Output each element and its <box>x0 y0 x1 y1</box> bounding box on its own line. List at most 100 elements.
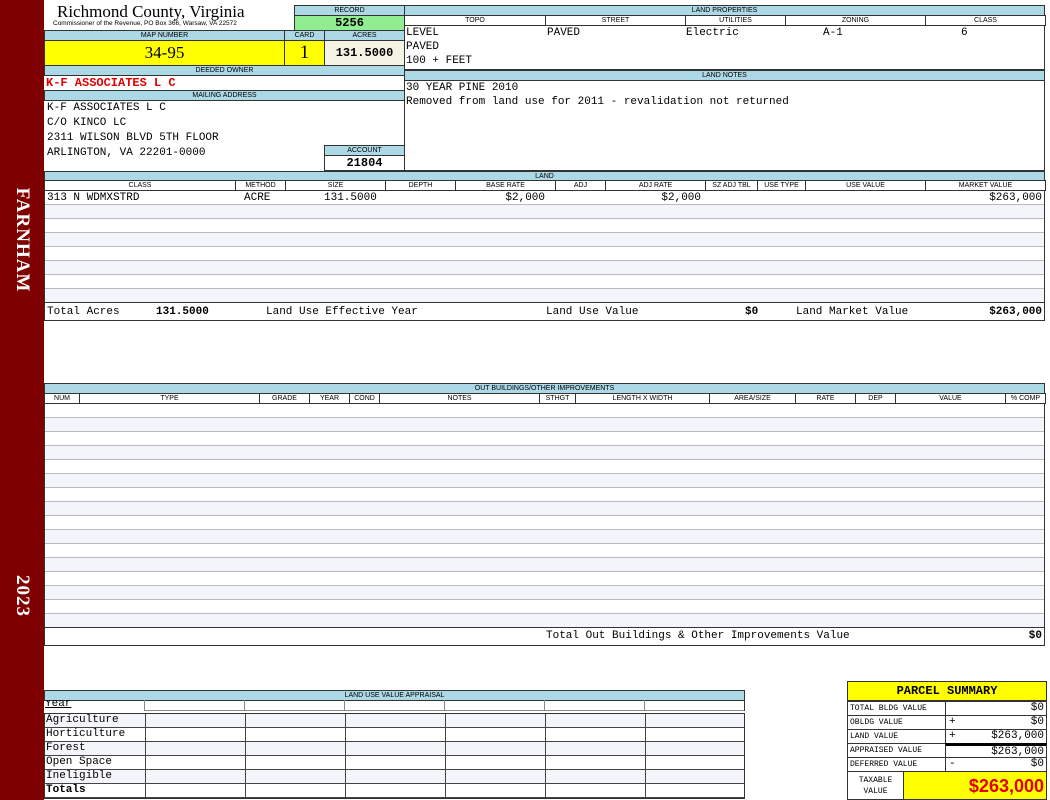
acres-value: 131.5000 <box>324 40 405 66</box>
land-use-cell <box>345 770 445 783</box>
topo-value: PAVED <box>406 41 440 53</box>
record-number: 5256 <box>294 15 405 31</box>
land-use-cell <box>245 714 345 727</box>
land-use-cell <box>545 784 645 797</box>
land-use-category: Horticulture <box>46 728 126 740</box>
summary-value-cell: + $0 <box>945 715 1047 730</box>
land-properties-column-header: UTILITIES <box>685 15 786 26</box>
land-use-cell <box>145 770 245 783</box>
land-use-cell <box>245 784 345 797</box>
land-use-value: $0 <box>745 306 759 318</box>
land-use-cell <box>545 756 645 769</box>
land-use-cell <box>345 742 445 755</box>
mailing-address-label: MAILING ADDRESS <box>44 90 405 101</box>
table-row <box>45 572 1044 586</box>
summary-label: LAND VALUE <box>847 729 946 744</box>
land-properties-values: LEVEL PAVED 100 + FEET PAVED Electric A-… <box>404 25 1045 70</box>
land-properties-column-header: TOPO <box>404 15 546 26</box>
outbuildings-table <box>44 403 1045 628</box>
land-use-cell <box>145 784 245 797</box>
land-market-value-label: Land Market Value <box>796 306 909 318</box>
outbuildings-total: Total Out Buildings & Other Improvements… <box>44 627 1045 646</box>
table-row <box>45 502 1044 516</box>
land-use-cell <box>645 742 744 755</box>
land-use-cell <box>245 742 345 755</box>
land-use-cell <box>645 756 744 769</box>
deeded-owner: K-F ASSOCIATES L C <box>46 76 176 90</box>
summary-value: $0 <box>1030 758 1044 770</box>
land-use-category: Forest <box>46 742 86 754</box>
year-cell <box>544 700 644 711</box>
land-use-cell <box>545 714 645 727</box>
land-column-header: CLASS <box>44 180 236 191</box>
zoning-value: A-1 <box>823 27 843 39</box>
table-row <box>45 432 1044 446</box>
year-cell <box>144 700 244 711</box>
outbuilding-column-header: YEAR <box>309 393 350 404</box>
outbuilding-column-header: GRADE <box>259 393 310 404</box>
summary-value-cell: $263,000 <box>945 743 1047 758</box>
land-size: 131.5000 <box>324 192 377 204</box>
land-properties-column-header: ZONING <box>785 15 926 26</box>
year-cell <box>644 700 744 711</box>
land-use-row: Ineligible <box>45 770 744 784</box>
land-use-cell <box>345 784 445 797</box>
outbuilding-column-header: % COMP <box>1005 393 1046 404</box>
land-use-row: Horticulture <box>45 728 744 742</box>
office-address: Commissioner of the Revenue, PO Box 366,… <box>53 20 237 27</box>
land-note-line: Removed from land use for 2011 - revalid… <box>406 96 789 108</box>
land-use-category: Agriculture <box>46 714 119 726</box>
land-properties-column-header: CLASS <box>925 15 1046 26</box>
land-column-header: SZ ADJ TBL <box>705 180 758 191</box>
land-use-cell <box>445 770 545 783</box>
table-row <box>45 247 1044 261</box>
summary-value-cell: $0 <box>945 701 1047 716</box>
land-use-cell <box>545 770 645 783</box>
summary-label: TOTAL BLDG VALUE <box>847 701 946 716</box>
mailing-line: K-F ASSOCIATES L C <box>47 102 166 114</box>
land-column-header: DEPTH <box>385 180 456 191</box>
land-column-header: MARKET VALUE <box>925 180 1046 191</box>
outbuildings-total-label: Total Out Buildings & Other Improvements… <box>546 630 850 642</box>
land-use-table: Agriculture Horticulture Forest Open Space I… <box>44 713 745 799</box>
land-use-cell <box>445 714 545 727</box>
land-use-cell <box>445 728 545 741</box>
land-column-header: ADJ RATE <box>605 180 706 191</box>
table-row <box>45 544 1044 558</box>
table-row <box>45 558 1044 572</box>
total-acres: 131.5000 <box>156 306 209 318</box>
land-column-header: BASE RATE <box>455 180 556 191</box>
land-table: 313 N WDMXSTRD ACRE 131.5000 $2,000 $2,0… <box>44 190 1045 303</box>
table-row <box>45 205 1044 219</box>
land-use-effective-year-label: Land Use Effective Year <box>266 306 418 318</box>
land-use-value-label: Land Use Value <box>546 306 639 318</box>
table-row <box>45 404 1044 418</box>
land-use-cell <box>145 728 245 741</box>
outbuildings-total-value: $0 <box>1028 630 1042 642</box>
summary-sign: + <box>949 716 956 728</box>
year-cell <box>244 700 344 711</box>
land-use-category: Open Space <box>46 756 113 768</box>
map-number: 34-95 <box>44 40 285 66</box>
year-cell <box>344 700 444 711</box>
land-column-header: ADJ <box>555 180 606 191</box>
table-row <box>45 516 1044 530</box>
land-use-row: Open Space <box>45 756 744 770</box>
summary-value: $263,000 <box>991 730 1044 742</box>
class-value: 6 <box>961 27 968 39</box>
summary-sign: - <box>949 758 956 770</box>
summary-label: APPRAISED VALUE <box>847 743 946 758</box>
table-row <box>45 488 1044 502</box>
mailing-line: 2311 WILSON BLVD 5TH FLOOR <box>47 132 219 144</box>
outbuilding-column-header: LENGTH X WIDTH <box>575 393 710 404</box>
outbuilding-column-header: RATE <box>795 393 856 404</box>
land-use-category: Totals <box>46 784 86 796</box>
table-row <box>45 233 1044 247</box>
land-use-cell <box>245 770 345 783</box>
land-column-header: SIZE <box>285 180 386 191</box>
mailing-line: ARLINGTON, VA 22201-0000 <box>47 147 206 159</box>
land-use-cell <box>145 756 245 769</box>
total-acres-label: Total Acres <box>47 306 120 318</box>
land-use-cell <box>145 742 245 755</box>
land-use-cell <box>245 728 345 741</box>
